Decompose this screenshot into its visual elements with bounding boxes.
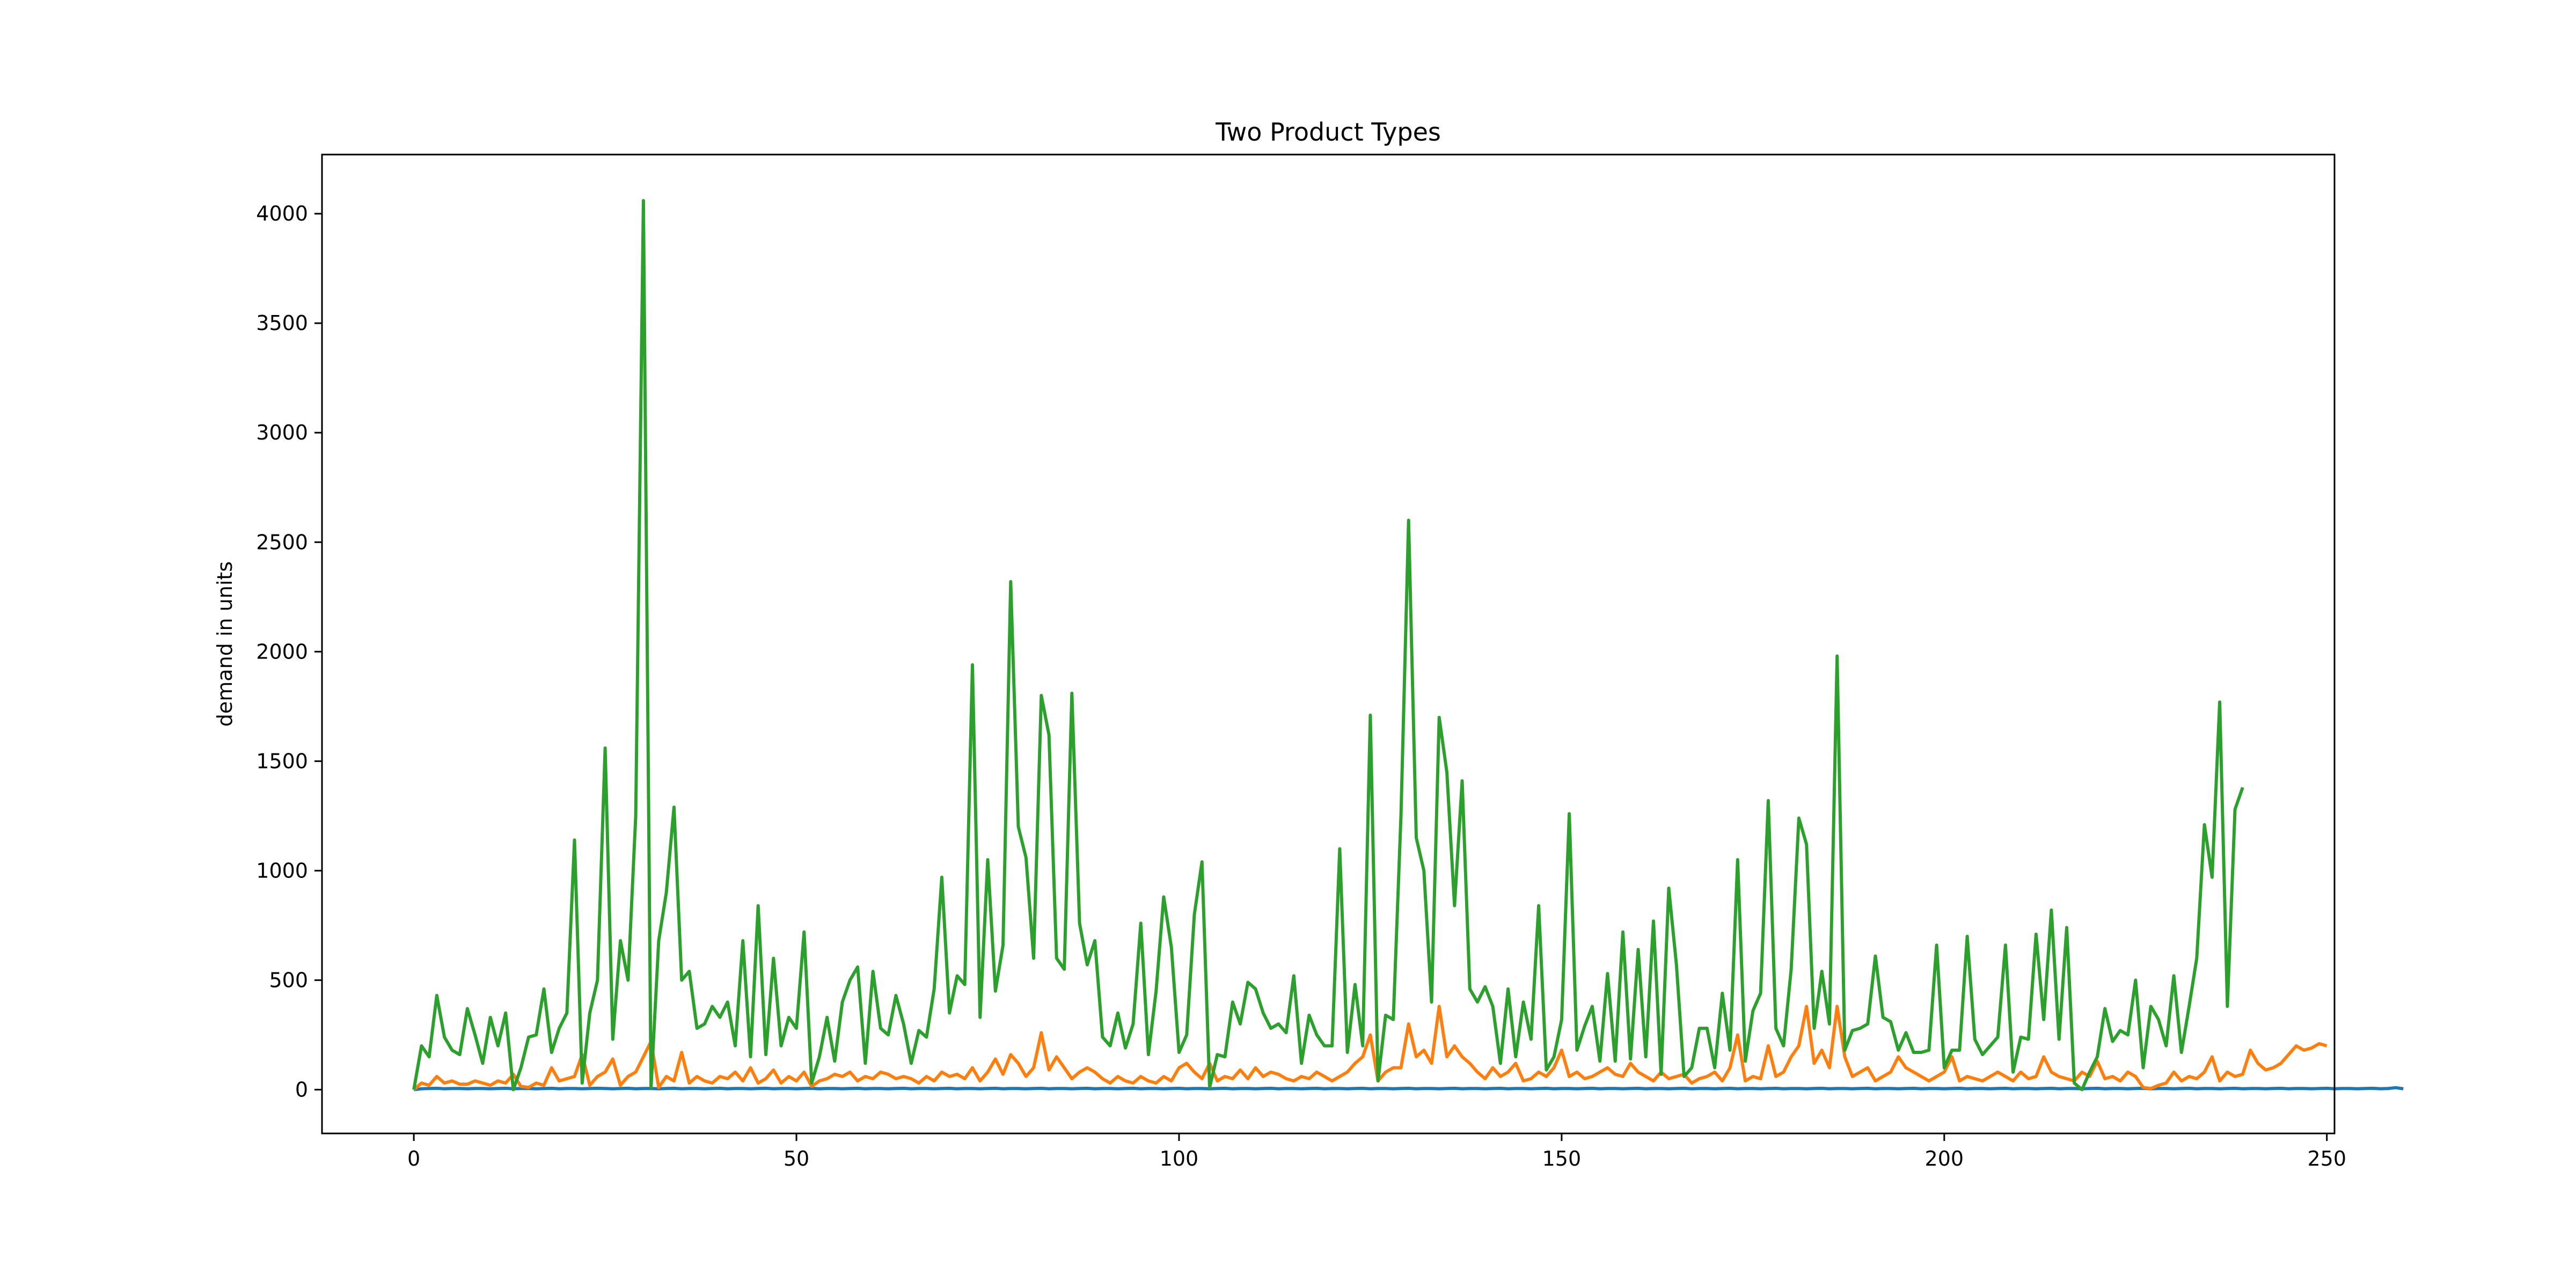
x-tick-label: 0 [407, 1147, 420, 1170]
y-tick-label: 2000 [256, 640, 308, 663]
y-tick-label: 4000 [256, 202, 308, 225]
y-tick-label: 1000 [256, 859, 308, 882]
series-line-3 [412, 199, 2244, 1092]
y-axis-label: demand in units [213, 561, 237, 727]
y-tick-label: 3500 [256, 311, 308, 335]
x-axis: 0 50 100 150 200 250 [407, 1133, 2346, 1170]
y-tick-label: 3000 [256, 421, 308, 444]
series-line-2 [413, 1005, 2328, 1091]
y-tick-label: 500 [269, 968, 308, 992]
y-tick-label: 1500 [256, 749, 308, 773]
chart-title: Two Product Types [1215, 118, 1441, 147]
series-line-1 [413, 1086, 2404, 1092]
x-tick-label: 50 [784, 1147, 809, 1170]
x-tick-label: 200 [1925, 1147, 1964, 1170]
x-tick-label: 100 [1160, 1147, 1199, 1170]
y-axis: 0 500 1000 1500 2000 2500 3000 3500 4000 [256, 202, 322, 1101]
plot-frame [321, 153, 2336, 1135]
x-tick-label: 150 [1542, 1147, 1582, 1170]
series-layer [412, 199, 2404, 1092]
y-tick-label: 0 [295, 1078, 308, 1101]
y-tick-label: 2500 [256, 530, 308, 554]
x-tick-label: 250 [2307, 1147, 2346, 1170]
